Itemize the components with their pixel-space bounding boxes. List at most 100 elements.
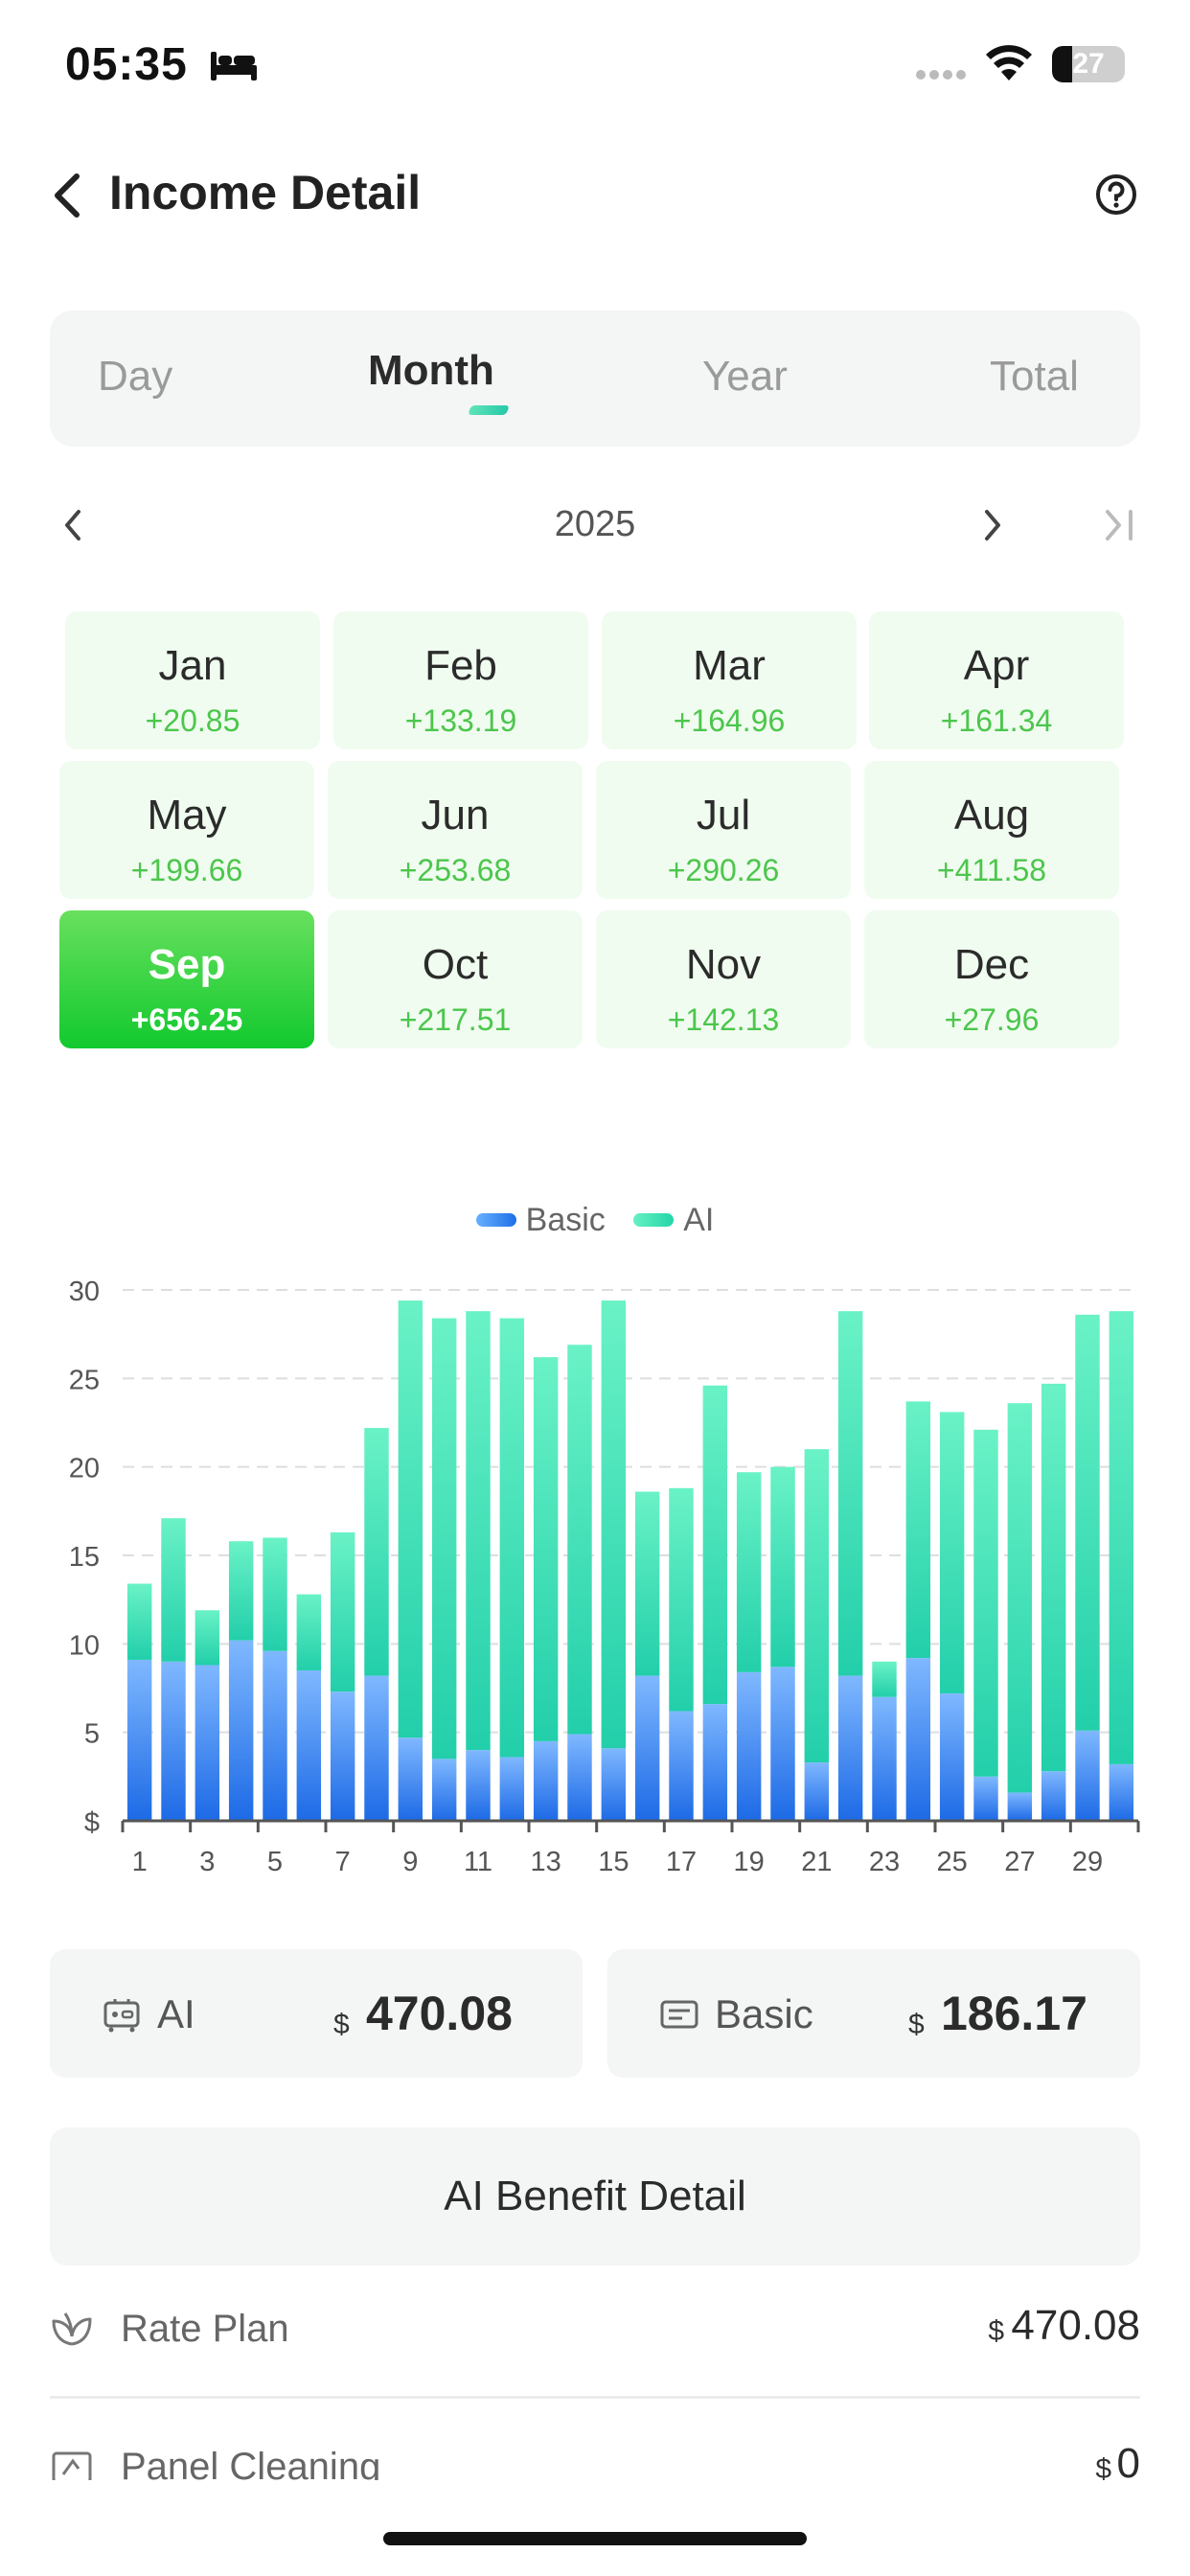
month-card-jun[interactable]: Jun +253.68 xyxy=(328,761,583,899)
bar-basic xyxy=(466,1750,491,1821)
bar-basic xyxy=(804,1762,830,1821)
detail-value: 0 xyxy=(1116,2440,1140,2487)
bar-basic xyxy=(161,1661,186,1821)
leaf-icon xyxy=(52,2312,92,2346)
ai-summary-currency: $ xyxy=(333,2009,350,2040)
bar-basic xyxy=(296,1670,322,1821)
tab-day[interactable]: Day xyxy=(98,353,173,400)
bar-basic xyxy=(499,1757,525,1821)
detail-value: 470.08 xyxy=(1011,2302,1140,2349)
month-card-aug[interactable]: Aug +411.58 xyxy=(864,761,1119,899)
bar-ai xyxy=(702,1385,728,1705)
month-card-jul[interactable]: Jul +290.26 xyxy=(596,761,851,899)
x-tick-label: 15 xyxy=(598,1847,629,1877)
basic-summary-currency: $ xyxy=(908,2009,925,2040)
month-card-dec[interactable]: Dec +27.96 xyxy=(864,910,1119,1048)
bar-ai xyxy=(669,1487,694,1712)
month-card-jan[interactable]: Jan +20.85 xyxy=(65,611,320,749)
next-year-chevron-icon[interactable] xyxy=(979,506,1006,544)
bar-basic xyxy=(939,1693,965,1821)
bar-ai xyxy=(263,1537,287,1651)
bar-ai xyxy=(364,1428,389,1676)
wifi-icon xyxy=(986,45,1032,80)
bar-basic xyxy=(126,1659,152,1821)
bar-basic xyxy=(634,1675,660,1821)
x-tick-label: 21 xyxy=(801,1847,832,1877)
tab-month[interactable]: Month xyxy=(368,347,494,394)
x-tick-label: 19 xyxy=(734,1847,765,1877)
month-name: Oct xyxy=(422,941,489,988)
previous-year-chevron-icon[interactable] xyxy=(59,506,86,544)
month-name: Apr xyxy=(963,642,1030,689)
bar-ai xyxy=(804,1449,830,1763)
month-value: +142.13 xyxy=(667,1002,780,1037)
bar-basic xyxy=(195,1665,220,1821)
y-tick-label: $ xyxy=(84,1807,100,1838)
month-card-mar[interactable]: Mar +164.96 xyxy=(602,611,857,749)
month-value: +161.34 xyxy=(940,703,1053,738)
month-card-nov[interactable]: Nov +142.13 xyxy=(596,910,851,1048)
month-card-may[interactable]: May +199.66 xyxy=(59,761,314,899)
month-card-sep[interactable]: Sep +656.25 xyxy=(59,910,314,1048)
bar-ai xyxy=(466,1311,491,1751)
status-time: 05:35 xyxy=(65,39,188,90)
legend-swatch-ai xyxy=(633,1213,675,1227)
y-tick-label: 25 xyxy=(69,1365,100,1395)
x-tick-label: 29 xyxy=(1072,1847,1103,1877)
bar-basic xyxy=(736,1671,762,1821)
basic-summary-card: Basic $ 186.17 xyxy=(607,1949,1140,2078)
bar-basic xyxy=(601,1748,627,1821)
back-chevron-icon[interactable] xyxy=(48,171,86,220)
month-name: Jul xyxy=(696,792,751,839)
month-card-feb[interactable]: Feb +133.19 xyxy=(333,611,588,749)
ai-benefit-detail-button[interactable]: AI Benefit Detail xyxy=(50,2128,1140,2266)
battery-fill xyxy=(1052,46,1072,82)
bar-basic xyxy=(431,1759,457,1821)
month-name: Jun xyxy=(421,792,490,839)
last-year-icon[interactable] xyxy=(1100,506,1138,544)
help-icon[interactable] xyxy=(1094,172,1138,217)
detail-currency: $ xyxy=(1095,2453,1111,2485)
month-value: +27.96 xyxy=(944,1002,1040,1037)
legend-item-ai[interactable]: AI xyxy=(633,1202,714,1239)
bar-basic xyxy=(228,1640,254,1821)
detail-row-rate-plan[interactable]: Rate Plan 470.08 $ xyxy=(50,2302,1140,2442)
bar-ai xyxy=(126,1583,152,1660)
month-name: Nov xyxy=(685,941,762,988)
bar-basic xyxy=(1075,1730,1100,1821)
y-tick-label: 5 xyxy=(84,1719,100,1750)
tab-year[interactable]: Year xyxy=(702,353,788,400)
month-name: Mar xyxy=(693,642,766,689)
bar-basic xyxy=(533,1740,559,1821)
month-name: Feb xyxy=(424,642,497,689)
x-tick-label: 9 xyxy=(402,1847,418,1877)
month-card-apr[interactable]: Apr +161.34 xyxy=(869,611,1124,749)
x-tick-label: 25 xyxy=(937,1847,968,1877)
bar-ai xyxy=(905,1401,931,1659)
bar-basic xyxy=(872,1696,897,1821)
x-tick-label: 13 xyxy=(531,1847,561,1877)
bar-ai xyxy=(161,1518,186,1662)
ai-robot-icon xyxy=(103,1999,140,2033)
bar-ai xyxy=(567,1345,592,1735)
tab-total[interactable]: Total xyxy=(990,353,1079,400)
status-bar: 05:35 27 xyxy=(0,0,1190,130)
battery-level: 27 xyxy=(1072,48,1105,80)
month-name: May xyxy=(147,792,227,839)
bar-ai xyxy=(1075,1314,1100,1731)
basic-card-icon xyxy=(660,2000,698,2029)
bar-basic xyxy=(1007,1792,1033,1821)
legend-item-basic[interactable]: Basic xyxy=(475,1202,606,1239)
bar-basic xyxy=(330,1691,355,1821)
bar-ai xyxy=(837,1311,863,1676)
chart-legend: Basic AI xyxy=(0,1198,1190,1239)
bar-ai xyxy=(1041,1383,1066,1772)
bar-ai xyxy=(1007,1403,1033,1793)
bar-ai xyxy=(533,1357,559,1741)
bar-ai xyxy=(736,1472,762,1672)
divider xyxy=(50,2396,1140,2399)
month-value: +199.66 xyxy=(130,853,243,887)
month-card-oct[interactable]: Oct +217.51 xyxy=(328,910,583,1048)
x-tick-label: 5 xyxy=(267,1847,283,1877)
